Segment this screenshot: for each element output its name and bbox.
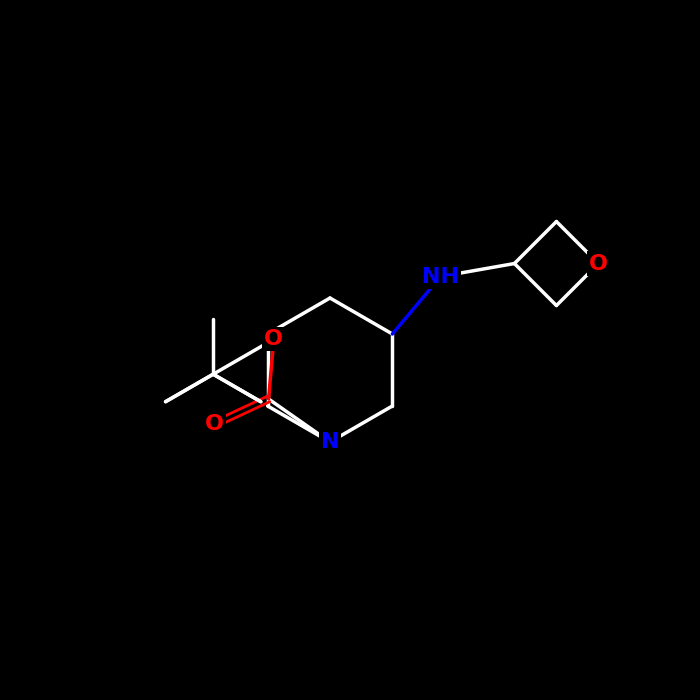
Text: NH: NH	[422, 267, 459, 286]
Text: O: O	[204, 414, 224, 434]
Text: N: N	[321, 432, 340, 452]
Text: O: O	[265, 329, 284, 349]
Text: O: O	[589, 253, 608, 274]
